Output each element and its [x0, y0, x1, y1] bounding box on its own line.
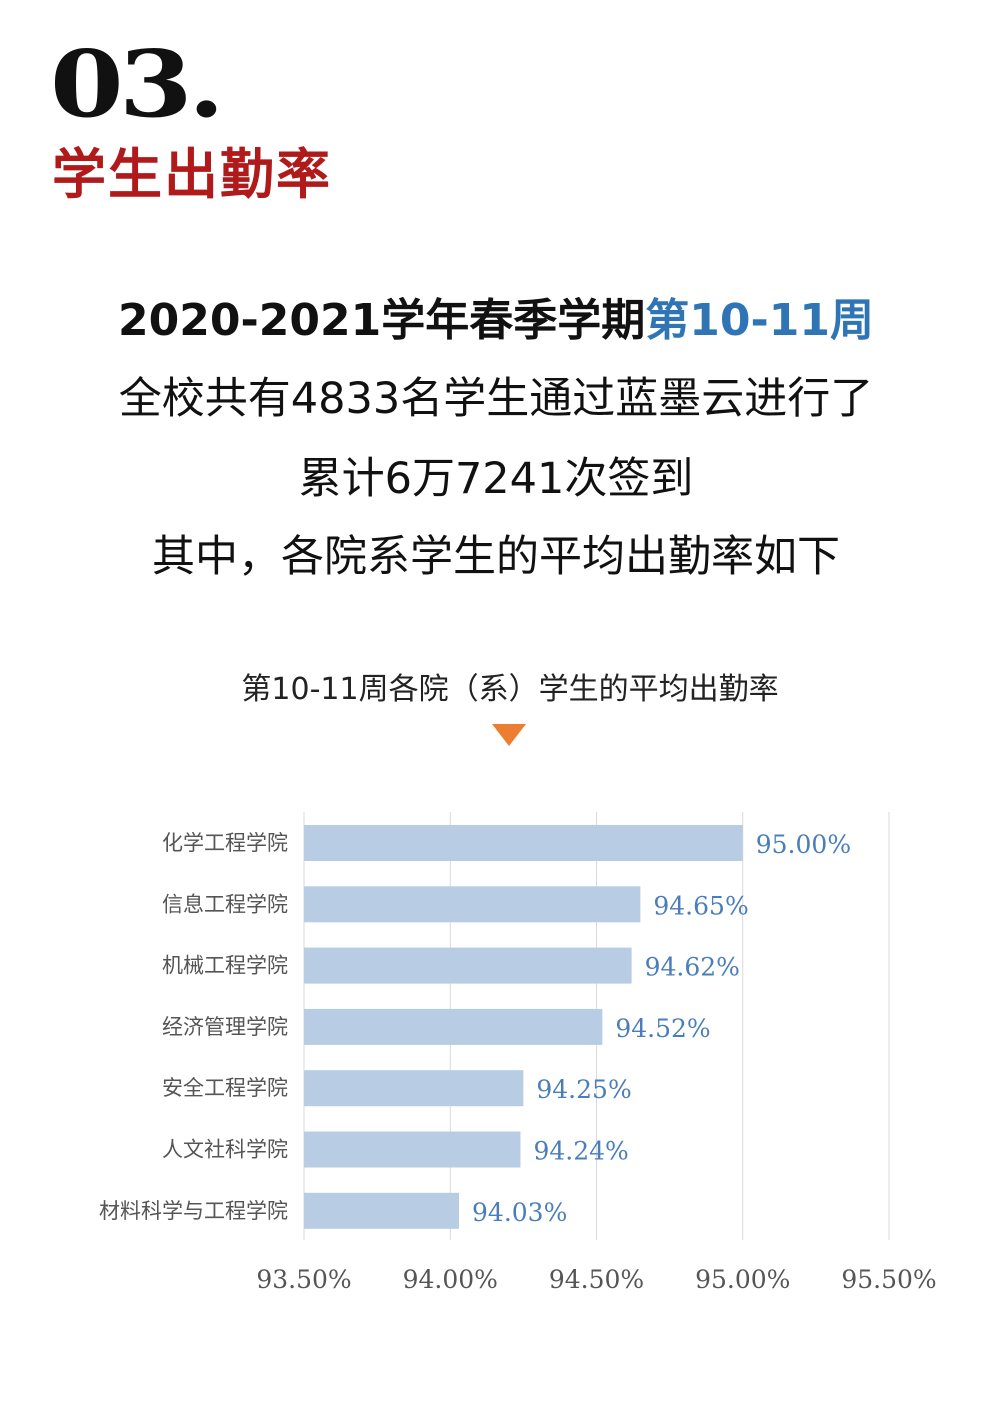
bar — [304, 1008, 603, 1045]
category-label: 人文社科学院 — [162, 1138, 288, 1162]
category-label: 安全工程学院 — [162, 1076, 288, 1100]
intro-line-1: 2020-2021学年春季学期第10-11周 — [0, 284, 992, 348]
category-label: 机械工程学院 — [162, 954, 288, 978]
value-label: 94.25% — [536, 1075, 631, 1104]
x-tick-label: 95.00% — [695, 1265, 790, 1294]
section-number: 03. — [50, 30, 225, 138]
value-label: 94.24% — [533, 1137, 628, 1166]
bar — [304, 1131, 521, 1168]
x-tick-label: 93.50% — [256, 1265, 351, 1294]
x-tick-label: 94.50% — [549, 1265, 644, 1294]
value-label: 94.65% — [653, 891, 748, 920]
bar — [304, 1192, 460, 1229]
section-title: 学生出勤率 — [52, 143, 332, 206]
bar — [304, 1070, 524, 1107]
attendance-bar-chart: 化学工程学院 95.00% 信息工程学院 94.65% 机械工程学院 94.62% 经济管理… — [99, 812, 937, 1294]
category-label: 化学工程学院 — [162, 831, 288, 855]
category-label: 经济管理学院 — [162, 1015, 288, 1039]
bar — [304, 886, 641, 923]
category-label: 材料科学与工程学院 — [99, 1199, 288, 1223]
value-label: 94.62% — [645, 953, 740, 982]
x-tick-label: 94.00% — [403, 1265, 498, 1294]
intro-line-4: 其中，各院系学生的平均出勤率如下 — [152, 532, 840, 582]
x-tick-label: 95.50% — [841, 1265, 936, 1294]
value-label: 95.00% — [756, 830, 851, 859]
bar — [304, 947, 632, 984]
value-label: 94.52% — [615, 1014, 710, 1043]
category-label: 信息工程学院 — [162, 892, 288, 916]
intro-semester: 2020-2021学年春季学期 — [118, 295, 646, 346]
intro-line-3: 累计6万7241次签到 — [298, 454, 694, 504]
down-triangle-icon — [492, 724, 526, 746]
intro-line-2: 全校共有4833名学生通过蓝墨云进行了 — [118, 374, 874, 424]
value-label: 94.03% — [472, 1198, 567, 1227]
intro-week-highlight: 第10-11周 — [645, 295, 874, 346]
chart-title: 第10-11周各院（系）学生的平均出勤率 — [241, 672, 779, 707]
bar — [304, 825, 743, 861]
